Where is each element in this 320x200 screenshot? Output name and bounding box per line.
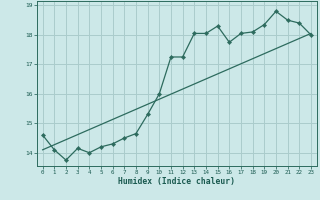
X-axis label: Humidex (Indice chaleur): Humidex (Indice chaleur) xyxy=(118,177,235,186)
